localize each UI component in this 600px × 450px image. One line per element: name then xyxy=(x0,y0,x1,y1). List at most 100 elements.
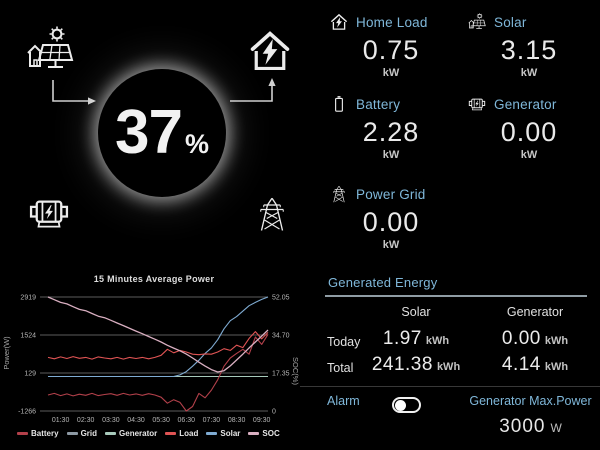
live-power-stats: Home Load 0.75 kW Solar 3.15 kW Battery … xyxy=(300,0,600,265)
legend-item-solar[interactable]: Solar xyxy=(206,429,240,438)
energy-value: 4.14 xyxy=(501,354,541,375)
energy-unit: kWh xyxy=(436,361,461,373)
svg-text:34.70: 34.70 xyxy=(272,333,290,340)
legend-dash xyxy=(165,432,177,435)
legend-label: Solar xyxy=(220,429,241,438)
svg-text:02:30: 02:30 xyxy=(77,417,95,424)
svg-text:04:30: 04:30 xyxy=(127,417,145,424)
generator-max-power-label: Generator Max.Power xyxy=(469,394,592,408)
motor-generator-icon xyxy=(29,200,69,228)
stat-value: 3.15 xyxy=(500,35,558,65)
svg-text:129: 129 xyxy=(24,371,36,378)
power-flow-diagram: 37 % xyxy=(0,0,300,265)
right-axis-title: SOC(%) xyxy=(291,357,300,385)
home-flow-arrow xyxy=(230,84,273,102)
stat-value: 0.00 xyxy=(500,117,558,147)
solar-flow-arrowhead xyxy=(88,97,96,105)
legend-dash xyxy=(17,432,28,435)
house-bolt-icon xyxy=(250,31,290,71)
legend-label: SOC xyxy=(262,429,280,438)
svg-text:-1266: -1266 xyxy=(18,409,36,416)
svg-text:05:30: 05:30 xyxy=(152,417,170,424)
energy-unit: kWh xyxy=(425,335,450,347)
legend-item-soc[interactable]: SOC xyxy=(248,429,280,438)
series-line-soc xyxy=(47,296,269,373)
legend-label: Grid xyxy=(80,429,98,438)
today-generator-energy: 0.00 kWh xyxy=(476,328,594,350)
svg-text:17.35: 17.35 xyxy=(272,371,290,378)
svg-text:0: 0 xyxy=(272,409,276,416)
energy-value: 0.00 xyxy=(501,328,541,349)
stat-unit: kW xyxy=(520,67,538,79)
alarm-label: Alarm xyxy=(327,394,360,408)
svg-text:01:30: 01:30 xyxy=(52,417,70,424)
column-header-generator: Generator xyxy=(506,305,564,319)
stat-label: Home Load xyxy=(356,14,428,30)
series-line-solar xyxy=(48,296,269,378)
house-bolt-icon xyxy=(331,14,347,30)
today-solar-energy: 1.97 kWh xyxy=(356,328,476,350)
stat-battery: Battery 2.28 kW xyxy=(330,94,452,161)
series-line-battery xyxy=(47,334,269,412)
legend-dash xyxy=(105,432,117,435)
legend-item-battery[interactable]: Battery xyxy=(17,429,59,438)
solar-panel-sun-icon xyxy=(27,26,73,68)
solar-flow-arrow xyxy=(52,80,88,102)
stat-label: Battery xyxy=(356,96,401,112)
left-axis-title: Power(W) xyxy=(2,336,11,370)
svg-text:09:30: 09:30 xyxy=(253,417,271,424)
stat-value: 0.00 xyxy=(362,207,420,237)
solar-panel-sun-icon xyxy=(468,13,486,29)
stat-label: Solar xyxy=(494,14,527,30)
home-flow-arrowhead xyxy=(268,78,276,86)
series-line-load xyxy=(47,331,269,360)
stat-home-load: Home Load 0.75 kW xyxy=(330,12,452,79)
chart-canvas: 2919 1524 129 -1266 52.05 34.70 17.35 0 01:30 02… xyxy=(2,295,300,424)
soc-percent-sign: % xyxy=(184,129,209,159)
svg-text:07:30: 07:30 xyxy=(203,417,221,424)
generated-energy-panel: Generated Energy Solar Generator Today 1… xyxy=(300,265,600,450)
toggle-knob xyxy=(395,399,406,411)
legend-dash xyxy=(66,432,78,435)
title-divider xyxy=(325,295,587,297)
legend-label: Battery xyxy=(31,429,59,438)
flow-diagram-canvas xyxy=(27,26,290,232)
stat-label: Power Grid xyxy=(356,186,426,202)
svg-text:52.05: 52.05 xyxy=(272,295,290,302)
max-power-number: 3000 xyxy=(499,416,546,437)
generator-max-power-value: 3000 W xyxy=(468,416,593,438)
panel-title: Generated Energy xyxy=(328,275,438,290)
legend-item-load[interactable]: Load xyxy=(165,429,198,438)
average-power-chart: 15 Minutes Average Power 2919 1524 129 -126… xyxy=(0,265,300,450)
chart-legend: Battery Grid Generator Load Solar SOC xyxy=(17,429,280,438)
transmission-tower-icon xyxy=(333,185,345,203)
svg-text:2919: 2919 xyxy=(20,295,36,302)
stat-power-grid: Power Grid 0.00 kW xyxy=(330,184,452,251)
soc-percentage: 37 xyxy=(115,98,183,167)
stat-unit: kW xyxy=(382,239,400,251)
svg-text:06:30: 06:30 xyxy=(178,417,196,424)
stat-value: 0.75 xyxy=(362,35,420,65)
stat-unit: kW xyxy=(520,149,538,161)
stat-solar: Solar 3.15 kW xyxy=(468,12,590,79)
stat-value: 2.28 xyxy=(362,117,420,147)
total-generator-energy: 4.14 kWh xyxy=(476,354,594,376)
legend-label: Load xyxy=(179,429,199,438)
legend-dash xyxy=(206,432,218,435)
stat-unit: kW xyxy=(382,67,400,79)
battery-icon xyxy=(335,95,343,112)
motor-generator-icon xyxy=(468,98,486,111)
chart-title: 15 Minutes Average Power xyxy=(93,274,215,284)
energy-value: 1.97 xyxy=(382,328,422,349)
svg-text:08:30: 08:30 xyxy=(228,417,246,424)
legend-item-generator[interactable]: Generator xyxy=(105,429,157,438)
stat-label: Generator xyxy=(494,96,557,112)
legend-item-grid[interactable]: Grid xyxy=(66,429,98,438)
stat-unit: kW xyxy=(382,149,400,161)
legend-label: Generator xyxy=(119,429,158,438)
alarm-toggle[interactable] xyxy=(392,397,421,413)
row-label-today: Today xyxy=(327,335,361,349)
energy-unit: kWh xyxy=(544,361,569,373)
total-solar-energy: 241.38 kWh xyxy=(356,354,476,376)
